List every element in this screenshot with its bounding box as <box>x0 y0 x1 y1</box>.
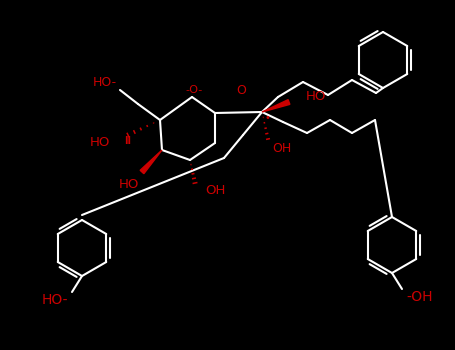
Text: OH: OH <box>205 184 225 197</box>
Polygon shape <box>262 100 290 112</box>
Text: •: • <box>264 113 270 123</box>
Text: -OH: -OH <box>407 290 433 304</box>
Polygon shape <box>140 150 162 174</box>
Text: HO: HO <box>306 90 326 103</box>
Text: -O-: -O- <box>185 85 202 95</box>
Text: O: O <box>236 84 246 98</box>
Text: HO: HO <box>90 135 110 148</box>
Text: HO-: HO- <box>93 77 117 90</box>
Text: HO: HO <box>119 177 139 190</box>
Text: II: II <box>124 136 131 146</box>
Text: OH: OH <box>272 141 291 154</box>
Text: HO-: HO- <box>42 293 68 307</box>
